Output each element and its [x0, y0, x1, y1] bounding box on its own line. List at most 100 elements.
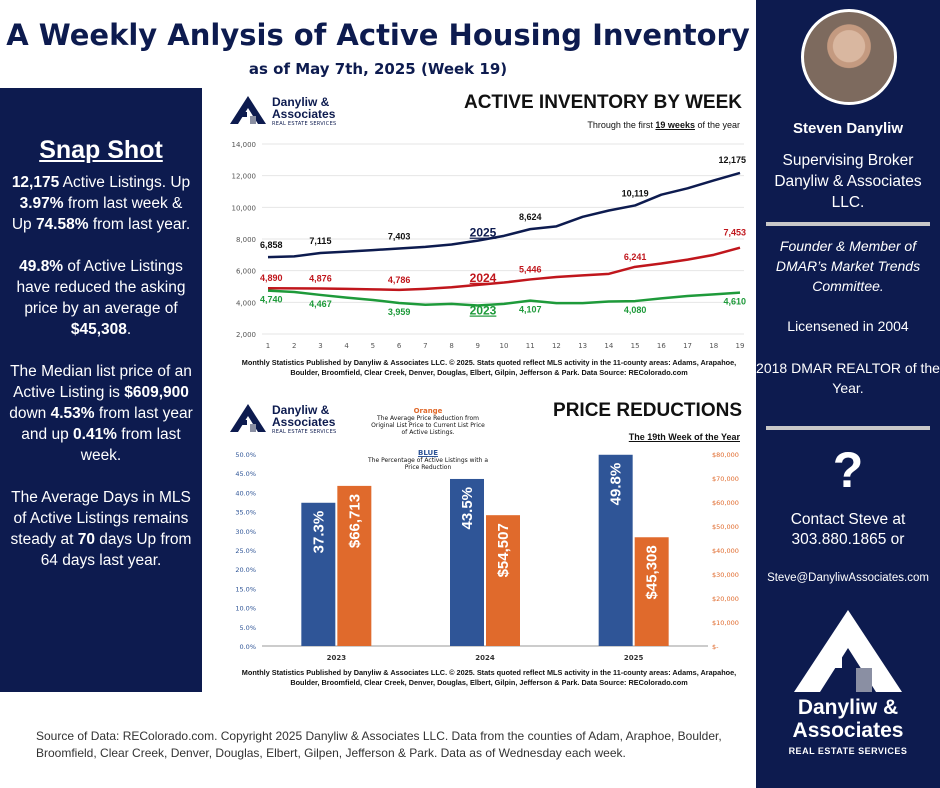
snapshot-median: The Median list price of an Active Listi… [9, 363, 193, 464]
x-tick-label: 3 [318, 342, 322, 350]
profile-panel: Steven Danyliw Supervising Broker Danyli… [756, 0, 940, 788]
divider [766, 222, 930, 226]
series-name-label: 2024 [470, 271, 497, 285]
y-right-tick-label: $- [712, 643, 719, 651]
y-left-tick-label: 35.0% [235, 509, 256, 517]
bar-percent-label: 43.5% [459, 487, 476, 530]
page-subtitle: as of May 7th, 2025 (Week 19) [248, 60, 508, 78]
bar-percent-label: 37.3% [310, 511, 327, 554]
divider [766, 426, 930, 430]
x-tick-label: 12 [552, 342, 561, 350]
series-name-label: 2023 [470, 304, 497, 318]
price-chart-title: PRICE REDUCTIONS [553, 400, 742, 421]
point-label: 3,959 [388, 307, 411, 317]
inventory-chart-subtitle: Through the first 19 weeks of the year [587, 120, 740, 130]
y-tick-label: 4,000 [236, 299, 256, 307]
y-left-tick-label: 25.0% [235, 547, 256, 555]
x-tick-label: 13 [578, 342, 587, 350]
price-reduction-chart: Danyliw & Associates REAL ESTATE SERVICES… [220, 396, 754, 692]
point-label: 7,115 [309, 236, 331, 246]
point-label: 4,876 [309, 273, 332, 283]
x-category-label: 2024 [475, 654, 495, 662]
avatar [801, 9, 897, 105]
snapshot-days: The Average Days in MLS of Active Listin… [10, 489, 192, 569]
x-category-label: 2025 [624, 654, 644, 662]
brand-logo-tagline: REAL ESTATE SERVICES [272, 121, 337, 127]
profile-founder: Founder & Member of DMAR’s Market Trends… [775, 238, 921, 294]
y-left-tick-label: 15.0% [235, 585, 256, 593]
point-label: 7,403 [388, 231, 411, 241]
profile-licensed: Licensened in 2004 [787, 318, 909, 334]
source-footer: Source of Data: REColorado.com. Copyrigh… [36, 729, 722, 760]
x-tick-label: 2 [292, 342, 296, 350]
bar-percent [598, 454, 633, 646]
series-name-label: 2025 [470, 226, 497, 240]
y-tick-label: 8,000 [236, 236, 256, 244]
x-tick-label: 15 [631, 342, 640, 350]
y-right-tick-label: $60,000 [712, 499, 739, 507]
point-label: 4,107 [519, 305, 542, 315]
profile-name: Steven Danyliw [792, 120, 904, 137]
profile-email-link[interactable]: Steve@DanyliwAssociates.com [767, 572, 929, 584]
x-tick-label: 11 [526, 342, 535, 350]
y-left-tick-label: 30.0% [235, 528, 256, 536]
page-title: A Weekly Anlysis of Active Housing Inven… [6, 18, 750, 52]
bar-reduction [486, 515, 520, 646]
series-line-2023 [267, 289, 741, 307]
point-label: 6,858 [260, 240, 283, 250]
x-tick-label: 5 [371, 342, 375, 350]
x-tick-label: 1 [266, 342, 270, 350]
price-chart-note: Monthly Statistics Published by Danyliw … [241, 668, 737, 687]
bar-reduction [634, 537, 669, 646]
y-left-tick-label: 20.0% [235, 566, 256, 574]
point-label: 4,786 [388, 275, 411, 285]
y-left-tick-label: 50.0% [235, 451, 256, 459]
y-right-tick-label: $10,000 [712, 619, 739, 627]
y-left-tick-label: 45.0% [235, 470, 256, 478]
brand-logo-tagline: REAL ESTATE SERVICES [272, 429, 337, 435]
point-label: 5,446 [519, 264, 542, 274]
brand-logo-text: Danyliw & Associates [272, 95, 336, 121]
blue-legend-note: BLUE The Percentage of Active Listings wi… [368, 449, 488, 472]
snapshot-panel: Snap Shot 12,175 Active Listings. Up 3.9… [0, 88, 202, 692]
y-right-tick-label: $50,000 [712, 523, 739, 531]
x-tick-label: 6 [397, 342, 402, 350]
price-chart-subtitle: The 19th Week of the Year [628, 432, 740, 442]
point-label: 6,241 [624, 252, 647, 262]
y-right-tick-label: $30,000 [712, 571, 739, 579]
series-line-2024 [267, 246, 741, 292]
point-label: 4,890 [260, 273, 283, 283]
profile-logo-tagline: REAL ESTATE SERVICES [788, 746, 908, 756]
x-tick-label: 14 [604, 342, 613, 350]
series-line-2025 [267, 171, 741, 259]
x-tick-label: 18 [709, 342, 718, 350]
x-tick-label: 7 [423, 342, 427, 350]
profile-logo-name: Danyliw & Associates [792, 696, 904, 742]
point-label: 10,119 [622, 188, 649, 198]
y-left-tick-label: 5.0% [239, 624, 256, 632]
y-right-tick-label: $80,000 [712, 451, 739, 459]
y-tick-label: 14,000 [232, 141, 257, 149]
x-tick-label: 8 [449, 342, 453, 350]
inventory-chart-title: ACTIVE INVENTORY BY WEEK [463, 92, 742, 113]
profile-title: Supervising Broker Danyliw & Associates … [774, 152, 922, 211]
point-label: 12,175 [718, 155, 746, 165]
bar-percent-label: 49.8% [608, 463, 625, 506]
price-bar-plot: 0.0% 5.0% 10.0% 15.0% 20.0% 25.0% 30.0% 35.0% 40… [235, 451, 739, 662]
profile-award: 2018 DMAR REALTOR of the Year. [756, 360, 940, 396]
house-logo-icon [230, 96, 266, 124]
inventory-chart-note: Monthly Statistics Published by Danyliw … [241, 358, 737, 377]
snapshot-heading: Snap Shot [39, 136, 163, 164]
y-left-tick-label: 0.0% [239, 643, 256, 651]
y-right-tick-label: $70,000 [712, 475, 739, 483]
bar-percent [301, 502, 336, 646]
house-logo-icon [794, 610, 902, 692]
x-tick-label: 9 [476, 342, 480, 350]
point-label: 8,624 [519, 212, 542, 222]
x-category-label: 2023 [327, 654, 347, 662]
bar-reduction [337, 485, 372, 646]
snapshot-reductions: 49.8% of Active Listings have reduced th… [16, 258, 186, 338]
x-tick-label: 19 [736, 342, 745, 350]
bar-reduction-label: $54,507 [495, 523, 512, 577]
point-label: 7,453 [723, 228, 746, 238]
